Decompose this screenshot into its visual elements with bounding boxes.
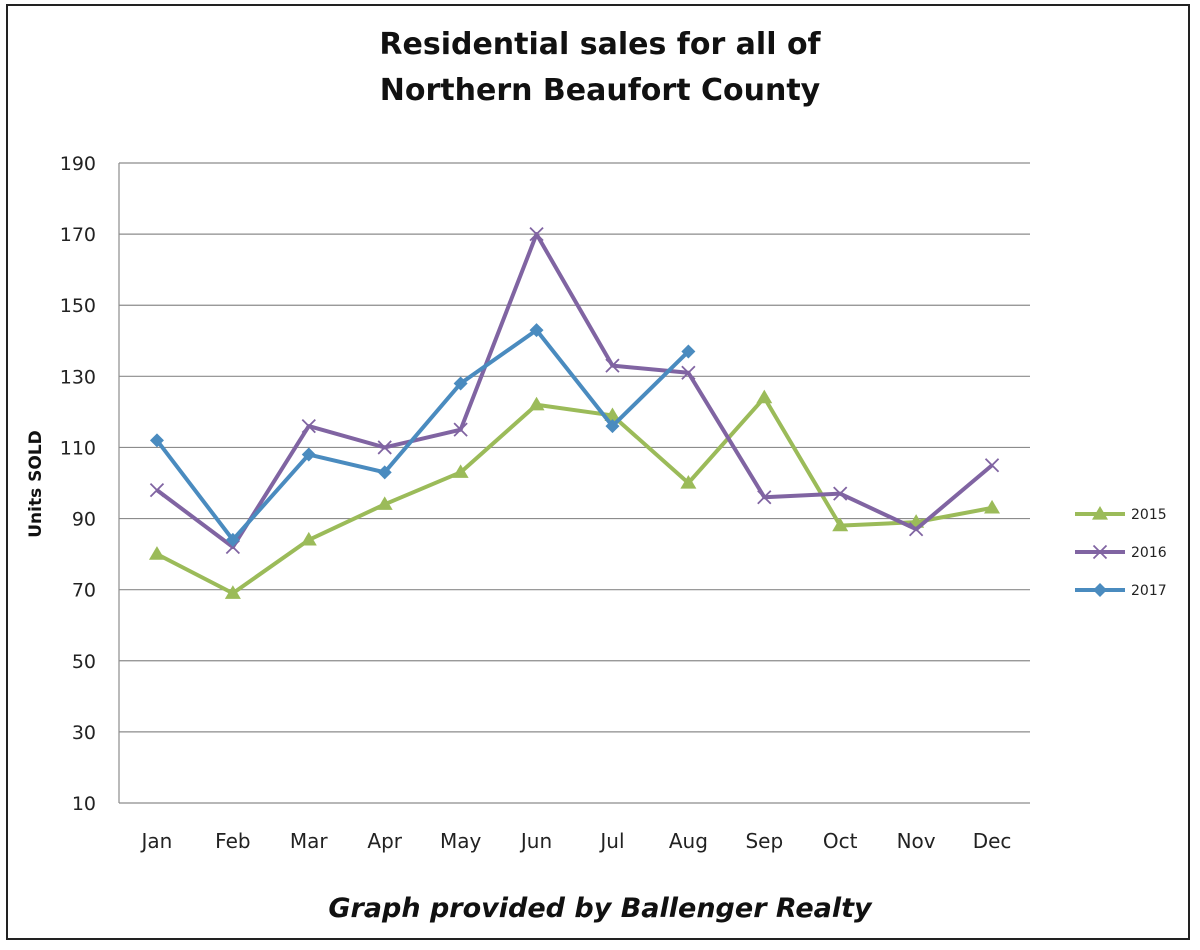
data-point-2016	[984, 458, 1000, 473]
y-tick-label: 70	[72, 580, 96, 602]
y-tick-label: 50	[72, 651, 96, 673]
data-point-2017	[225, 532, 240, 547]
series-line-2015	[156, 395, 993, 596]
y-tick-label: 10	[72, 793, 96, 815]
x-tick-label: Mar	[290, 829, 329, 853]
data-point-2015	[984, 499, 1001, 514]
series-layer	[148, 226, 1001, 599]
data-point-2017	[529, 323, 544, 338]
data-point-2016	[605, 358, 620, 373]
x-tick-label: May	[440, 829, 482, 853]
legend-marker	[1092, 544, 1108, 560]
data-point-2016	[301, 418, 316, 434]
chart-title-line-1: Residential sales for all of	[379, 27, 821, 62]
legend-item-2016: 2016	[1075, 544, 1167, 561]
data-point-2016	[833, 486, 848, 501]
x-tick-label: Dec	[973, 829, 1012, 853]
data-point-2016	[453, 422, 468, 437]
x-tick-label: Jan	[140, 829, 173, 853]
data-point-2017	[377, 465, 392, 480]
data-point-2015	[148, 546, 165, 560]
series-2017	[149, 323, 696, 547]
y-axis-ticks: 10 30 50 70 90 110 130 150 170 190	[60, 153, 96, 815]
x-tick-label: Jul	[598, 829, 624, 853]
legend-label: 2015	[1131, 507, 1167, 523]
data-point-2016	[149, 482, 165, 498]
gridlines	[118, 162, 1030, 804]
legend: 2015 2016 2017	[1075, 506, 1167, 599]
y-tick-label: 90	[72, 509, 96, 531]
data-point-2015	[300, 531, 317, 546]
y-tick-label: 190	[60, 153, 96, 175]
legend-marker	[1092, 506, 1108, 520]
footer-credit: Graph provided by Ballenger Realty	[328, 893, 872, 924]
data-point-2017	[453, 376, 468, 391]
data-point-2015	[680, 475, 697, 489]
data-point-2016	[681, 365, 696, 380]
series-2015	[148, 389, 1001, 599]
legend-item-2015: 2015	[1075, 506, 1167, 523]
legend-marker	[1093, 583, 1107, 597]
data-point-2015	[528, 396, 545, 411]
data-point-2015	[832, 517, 849, 532]
x-tick-label: Feb	[215, 829, 250, 853]
legend-item-2017: 2017	[1075, 583, 1167, 599]
x-tick-label: Sep	[745, 829, 783, 853]
chart-title: Residential sales for all of Northern Be…	[0, 22, 1200, 114]
chart-title-line-2: Northern Beaufort County	[379, 73, 821, 108]
data-point-2017	[681, 344, 696, 359]
y-tick-label: 110	[60, 437, 96, 459]
x-tick-label: Jun	[519, 829, 552, 853]
x-tick-label: Aug	[669, 829, 708, 853]
series-2016	[149, 226, 1000, 555]
y-tick-label: 150	[60, 295, 96, 317]
x-tick-label: Oct	[823, 829, 858, 853]
data-point-2016	[529, 226, 544, 242]
x-tick-label: Nov	[897, 829, 936, 853]
data-point-2015	[604, 407, 621, 422]
y-tick-label: 30	[72, 722, 96, 744]
data-point-2016	[225, 539, 241, 555]
data-point-2015	[224, 585, 241, 599]
y-tick-label: 130	[60, 366, 96, 388]
y-axis-label: Units SOLD	[26, 430, 46, 538]
x-tick-label: Apr	[367, 829, 402, 853]
y-tick-label: 170	[60, 224, 96, 246]
legend-label: 2016	[1131, 545, 1167, 561]
series-line-2016	[155, 232, 994, 549]
legend-label: 2017	[1131, 583, 1167, 599]
data-point-2016	[908, 522, 924, 537]
x-axis-ticks: Jan Feb Mar Apr May Jun Jul Aug Sep Oct Nov Dec	[140, 829, 1012, 853]
chart-frame	[6, 4, 1190, 940]
data-point-2017	[149, 433, 164, 448]
data-point-2015	[452, 464, 469, 478]
series-line-2017	[155, 328, 690, 542]
data-point-2016	[757, 490, 772, 505]
data-point-2015	[756, 389, 773, 404]
data-point-2015	[376, 496, 393, 510]
data-point-2017	[301, 447, 316, 462]
data-point-2016	[377, 440, 392, 455]
data-point-2017	[605, 419, 620, 434]
